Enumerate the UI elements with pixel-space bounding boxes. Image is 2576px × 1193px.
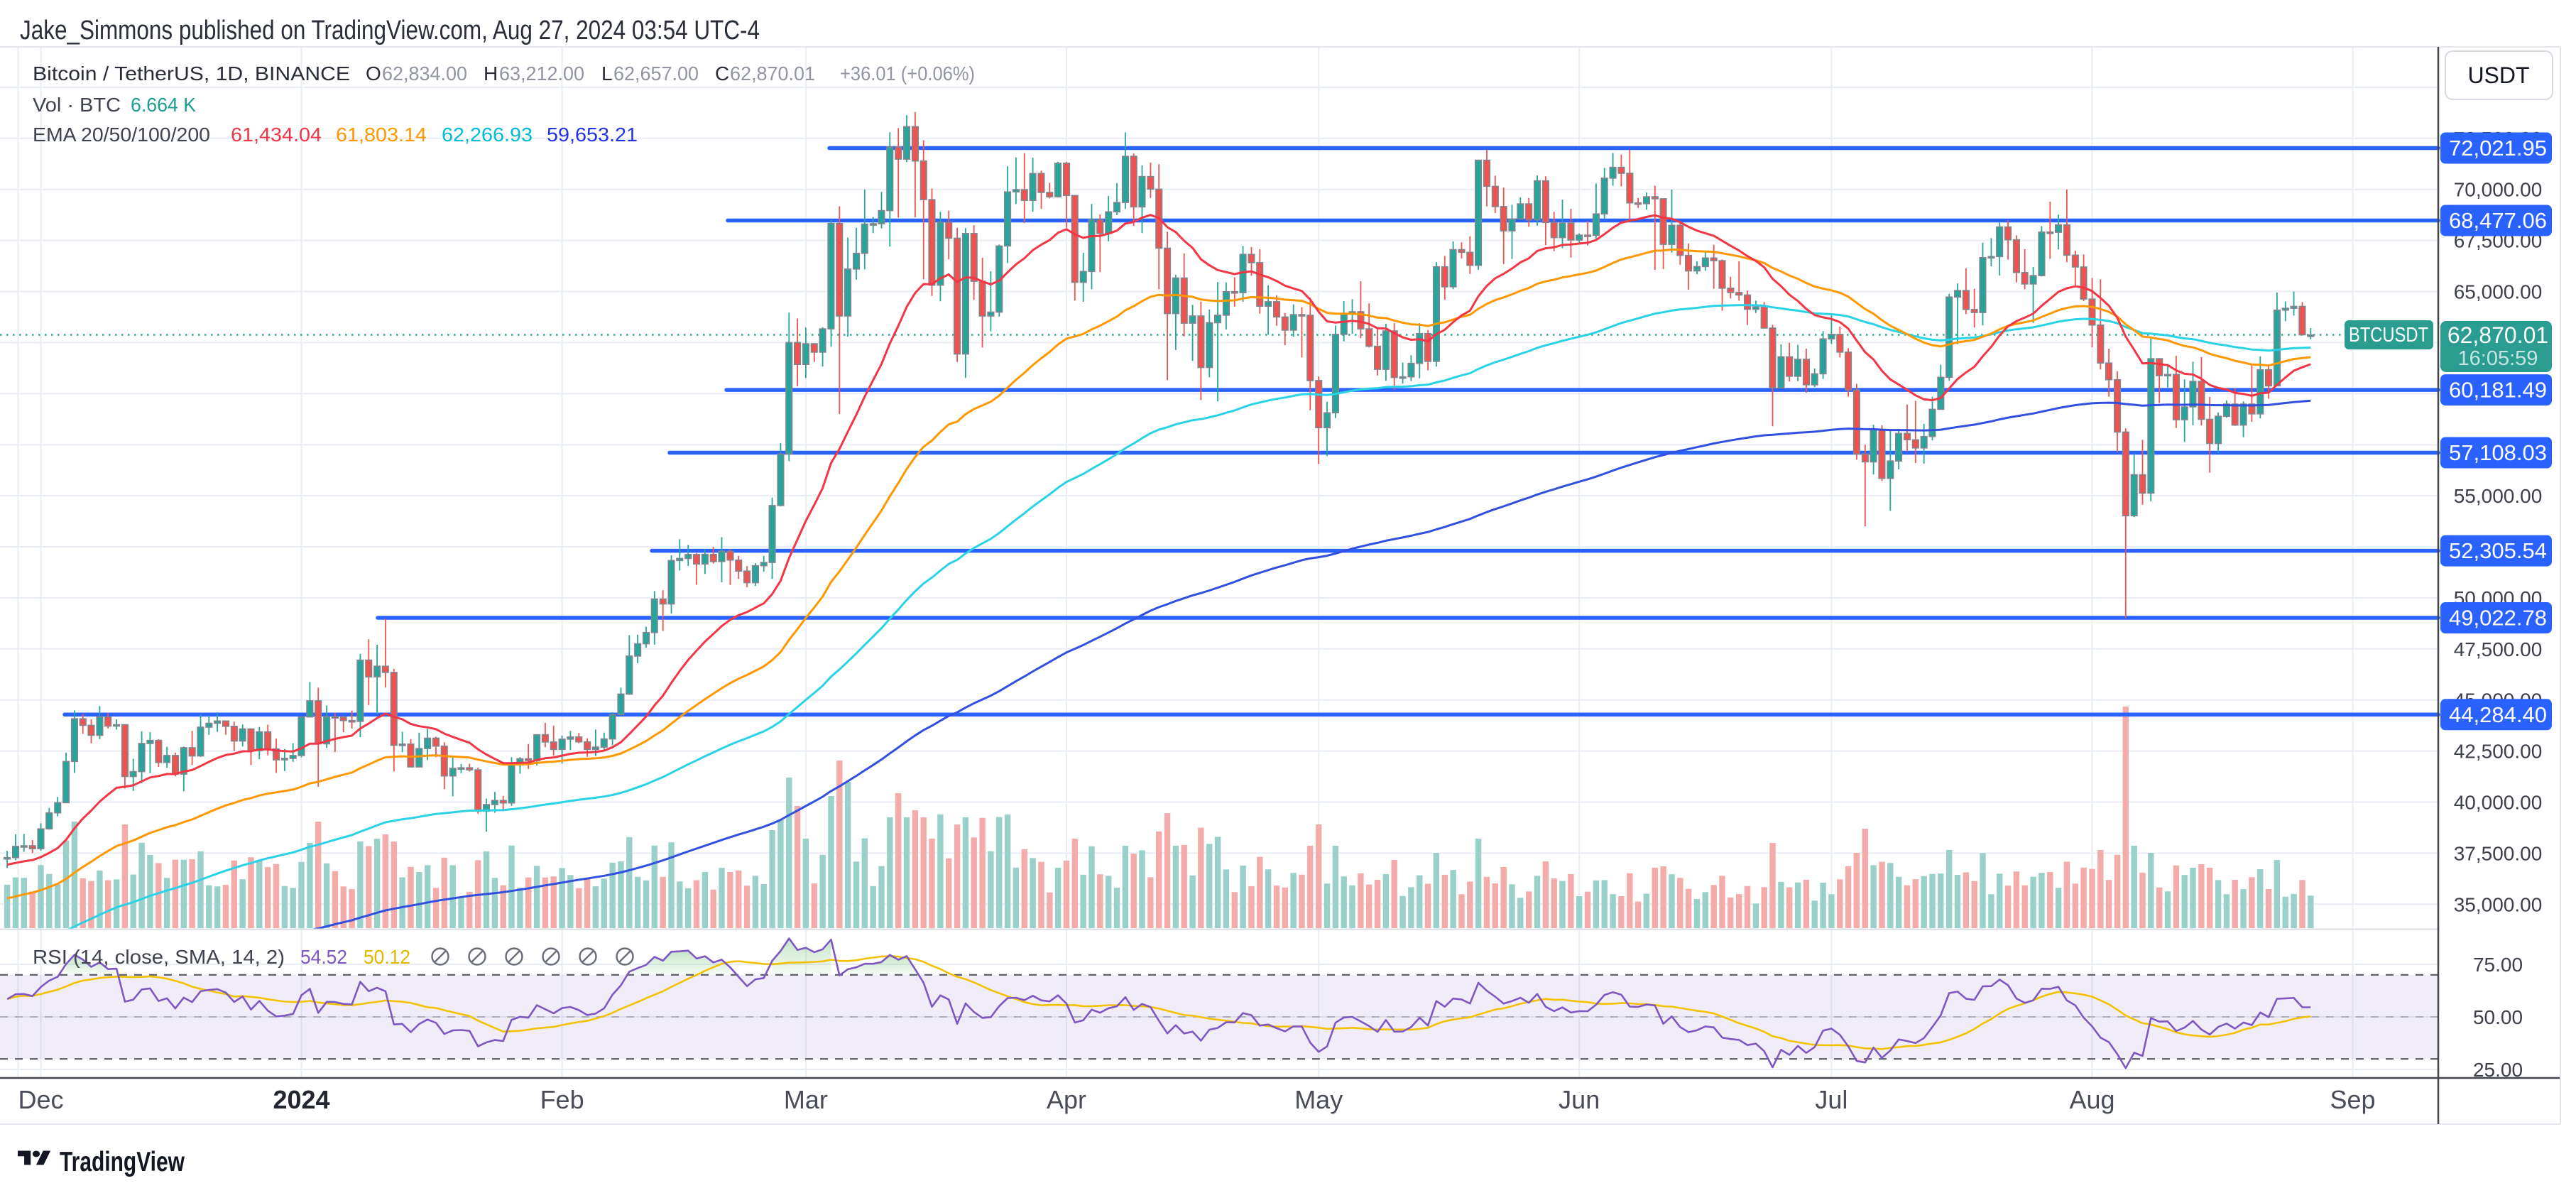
svg-text:50.00: 50.00 <box>2473 1006 2523 1028</box>
svg-text:O: O <box>366 62 381 85</box>
svg-text:70,000.00: 70,000.00 <box>2454 179 2543 201</box>
svg-text:USDT: USDT <box>2467 62 2529 88</box>
svg-text:55,000.00: 55,000.00 <box>2454 485 2543 507</box>
svg-text:40,000.00: 40,000.00 <box>2454 792 2543 814</box>
svg-text:62,266.93: 62,266.93 <box>442 124 533 146</box>
svg-text:RSI (14, close, SMA, 14, 2): RSI (14, close, SMA, 14, 2) <box>33 946 285 968</box>
svg-text:65,000.00: 65,000.00 <box>2454 281 2543 303</box>
svg-text:TradingView: TradingView <box>60 1147 185 1177</box>
svg-text:72,021.95: 72,021.95 <box>2449 136 2547 160</box>
svg-text:44,284.40: 44,284.40 <box>2449 702 2547 727</box>
svg-text:Jake_Simmons published on Trad: Jake_Simmons published on TradingView.co… <box>20 16 760 45</box>
svg-text:16:05:59: 16:05:59 <box>2458 347 2538 370</box>
svg-text:May: May <box>1294 1085 1343 1114</box>
svg-text:Mar: Mar <box>784 1085 828 1114</box>
svg-text:54.52: 54.52 <box>300 946 347 968</box>
svg-text:Bitcoin / TetherUS, 1D, BINANC: Bitcoin / TetherUS, 1D, BINANCE <box>33 62 350 85</box>
svg-text:BTCUSDT: BTCUSDT <box>2349 324 2428 347</box>
svg-text:60,181.49: 60,181.49 <box>2449 378 2547 403</box>
svg-text:Jun: Jun <box>1559 1085 1600 1114</box>
svg-text:62,870.01: 62,870.01 <box>730 62 815 85</box>
svg-text:62,834.00: 62,834.00 <box>382 62 467 85</box>
svg-text:C: C <box>715 62 729 85</box>
svg-text:Apr: Apr <box>1047 1085 1086 1114</box>
svg-text:Dec: Dec <box>18 1085 63 1114</box>
svg-text:2024: 2024 <box>273 1085 329 1114</box>
svg-text:47,500.00: 47,500.00 <box>2454 638 2543 660</box>
svg-text:L: L <box>601 62 613 85</box>
svg-text:42,500.00: 42,500.00 <box>2454 741 2543 763</box>
svg-text:35,000.00: 35,000.00 <box>2454 893 2543 915</box>
svg-text:62,657.00: 62,657.00 <box>613 62 699 85</box>
svg-text:+36.01 (+0.06%): +36.01 (+0.06%) <box>840 62 975 85</box>
svg-text:37,500.00: 37,500.00 <box>2454 842 2543 864</box>
svg-text:Vol · BTC: Vol · BTC <box>33 94 121 116</box>
svg-text:25.00: 25.00 <box>2473 1059 2523 1081</box>
svg-text:61,434.04: 61,434.04 <box>231 124 322 146</box>
svg-text:61,803.14: 61,803.14 <box>336 124 427 146</box>
svg-text:Aug: Aug <box>2069 1085 2114 1114</box>
svg-text:63,212.00: 63,212.00 <box>499 62 584 85</box>
svg-text:59,653.21: 59,653.21 <box>547 124 638 146</box>
svg-text:H: H <box>484 62 498 85</box>
svg-text:Feb: Feb <box>540 1085 584 1114</box>
svg-text:Sep: Sep <box>2330 1085 2375 1114</box>
svg-text:49,022.78: 49,022.78 <box>2449 606 2547 631</box>
svg-text:EMA 20/50/100/200: EMA 20/50/100/200 <box>33 124 210 146</box>
svg-text:52,305.54: 52,305.54 <box>2449 538 2547 563</box>
svg-text:68,477.06: 68,477.06 <box>2449 208 2547 233</box>
svg-text:62,870.01: 62,870.01 <box>2447 322 2548 348</box>
svg-text:50.12: 50.12 <box>364 946 410 968</box>
svg-text:6.664 K: 6.664 K <box>131 94 196 116</box>
svg-text:Jul: Jul <box>1815 1085 1848 1114</box>
svg-text:75.00: 75.00 <box>2473 954 2523 976</box>
svg-text:57,108.03: 57,108.03 <box>2449 440 2547 465</box>
